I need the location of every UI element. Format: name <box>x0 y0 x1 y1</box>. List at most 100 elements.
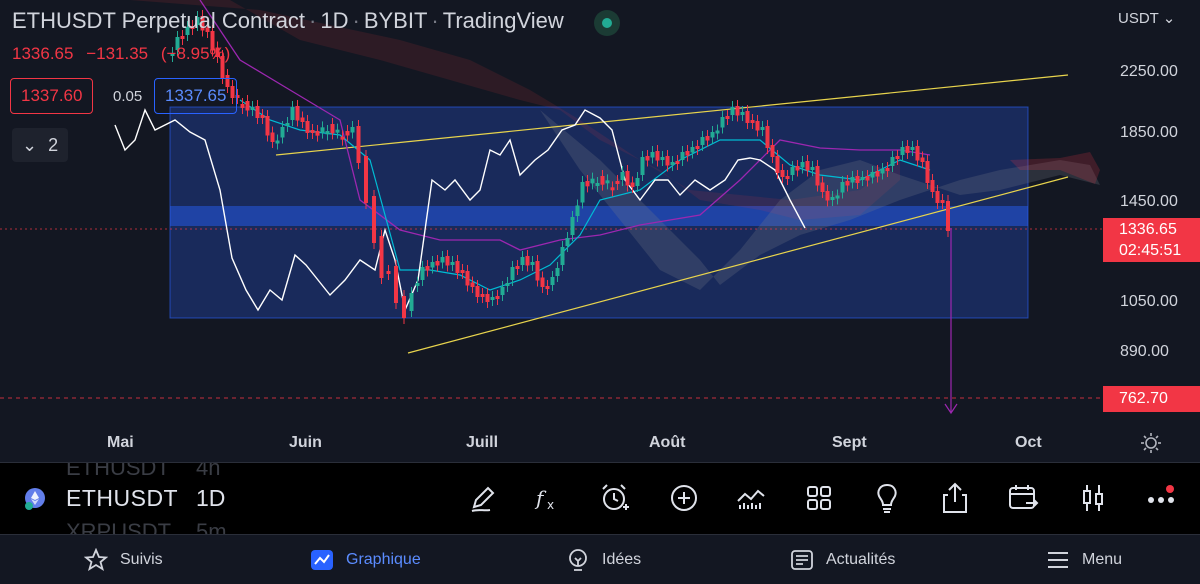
candle-body <box>560 247 565 265</box>
candle-body <box>645 156 650 161</box>
upper-trendline <box>275 74 1069 156</box>
candle-body <box>790 167 795 175</box>
candle-body <box>545 286 550 289</box>
candle-body <box>305 121 310 133</box>
price-tick: 890.00 <box>1120 343 1169 360</box>
candle-body <box>710 132 715 138</box>
candle-body <box>685 151 690 156</box>
drawing-pen-icon[interactable] <box>466 481 500 515</box>
candle-body <box>275 140 280 144</box>
candle-body <box>905 146 910 153</box>
candle-body <box>265 116 270 136</box>
buy-button[interactable]: 1337.65 <box>154 78 238 114</box>
time-tick: Août <box>649 434 686 451</box>
candle-body <box>760 127 765 130</box>
layout-grid-icon[interactable] <box>802 481 836 515</box>
time-tick: Juill <box>466 434 499 451</box>
chart-area[interactable]: ETHUSDT Perpetual Contract · 1D · BYBIT · Trad… <box>0 0 1200 462</box>
candle-body <box>885 168 890 171</box>
candle-body <box>720 117 725 128</box>
nav-item-idees[interactable]: Idées <box>566 535 641 584</box>
candle-body <box>615 181 620 184</box>
candle-body <box>920 157 925 162</box>
candle-body <box>635 178 640 186</box>
ghost-symbol-below: XRPUSDT <box>66 519 172 534</box>
candle-body <box>750 120 755 123</box>
candle-body <box>255 106 260 118</box>
ethereum-logo-icon <box>25 488 45 510</box>
ideas-bulb-icon[interactable] <box>870 481 904 515</box>
replay-calendar-icon[interactable] <box>1006 481 1040 515</box>
candle-body <box>260 115 265 118</box>
candle-body <box>525 256 530 266</box>
candle-body <box>780 170 785 177</box>
ghost-interval-below: 5m <box>196 519 227 534</box>
candle-body <box>230 86 235 98</box>
candle-body <box>640 157 645 175</box>
range-rectangle <box>169 106 1029 319</box>
share-icon[interactable] <box>938 481 972 515</box>
candle-body <box>356 126 361 163</box>
star-icon <box>84 548 108 571</box>
chevron-down-icon: ⌄ <box>1162 10 1176 27</box>
candle-body <box>205 27 210 32</box>
nav-item-actualites[interactable]: Actualités <box>790 535 895 584</box>
nav-item-graphique[interactable]: Graphique <box>310 535 421 584</box>
interval-button[interactable]: 1D <box>196 485 226 511</box>
chart-type-candles-icon[interactable] <box>1076 481 1110 515</box>
time-tick: Sept <box>832 434 867 451</box>
candle-body <box>295 106 300 121</box>
svg-text:f: f <box>534 486 547 510</box>
chart-header-title[interactable]: ETHUSDT Perpetual Contract · 1D · BYBIT · Trad… <box>12 8 564 33</box>
candle-body <box>330 124 335 134</box>
candle-body <box>270 132 275 142</box>
candle-body <box>515 266 520 269</box>
nav-item-menu[interactable]: Menu <box>1046 535 1122 584</box>
ghost-symbol-above: ETHUSDT <box>66 462 170 480</box>
price-tick: 1450.00 <box>1120 193 1178 210</box>
news-icon <box>791 550 813 570</box>
candle-body <box>600 176 605 185</box>
ichimoku-conversion-line <box>239 99 931 291</box>
price-change-percent: (−8.95%) <box>160 44 231 63</box>
candle-body <box>485 294 490 302</box>
candle-body <box>565 238 570 246</box>
compare-chart-icon[interactable] <box>734 481 768 515</box>
time-tick: Mai <box>107 434 134 451</box>
candle-body <box>655 151 660 161</box>
candle-body <box>300 117 305 122</box>
candle-body <box>195 17 200 25</box>
candle-body <box>900 147 905 155</box>
candle-body <box>605 180 610 184</box>
candle-body <box>210 31 215 51</box>
chart-settings-icon[interactable] <box>1140 432 1162 454</box>
indicators-fx-icon[interactable]: f x <box>530 481 564 515</box>
more-dots-icon[interactable] <box>1144 481 1178 515</box>
alert-clock-icon[interactable] <box>598 481 632 515</box>
candle-body <box>800 162 805 168</box>
price-chart[interactable] <box>0 0 1200 462</box>
candle-body <box>705 136 710 141</box>
indicators-collapse-button[interactable]: ⌄ 2 <box>12 128 68 162</box>
candle-body <box>930 180 935 192</box>
hamburger-icon <box>1048 552 1068 568</box>
nav-item-suivis[interactable]: Suivis <box>84 535 163 584</box>
candle-body <box>875 171 880 177</box>
candle-body <box>715 130 720 134</box>
symbol-search-button[interactable]: ETHUSDT <box>66 485 179 511</box>
scale-currency-select[interactable]: USDT ⌄ <box>1118 10 1176 27</box>
candle-body <box>435 261 440 266</box>
candle-body <box>225 75 230 87</box>
ichimoku-base-line <box>199 0 931 251</box>
sell-button[interactable]: 1337.60 <box>10 78 94 114</box>
candle-body <box>625 171 630 186</box>
candle-body <box>770 145 775 157</box>
bulb-icon <box>569 549 587 571</box>
candle-body <box>340 136 345 140</box>
candle-body <box>585 181 590 187</box>
candle-body <box>440 257 445 263</box>
market-status-icon[interactable] <box>594 10 620 36</box>
add-circle-icon[interactable] <box>667 481 701 515</box>
candle-body <box>190 26 195 29</box>
candle-body <box>445 256 450 266</box>
